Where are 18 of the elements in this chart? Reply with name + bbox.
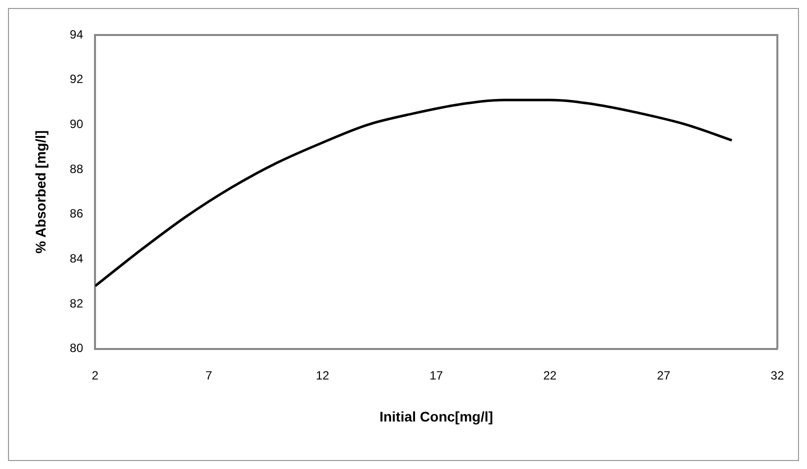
y-tick-label: 88 bbox=[70, 162, 84, 176]
x-tick-label: 7 bbox=[206, 368, 212, 382]
y-axis-title: % Absorbed [mg/l] bbox=[32, 130, 48, 254]
x-tick-label: 12 bbox=[316, 368, 330, 382]
y-tick-label: 92 bbox=[70, 72, 84, 86]
x-tick-label: 27 bbox=[656, 368, 671, 382]
x-tick-label: 17 bbox=[430, 368, 444, 382]
y-tick-label: 86 bbox=[70, 206, 84, 221]
y-tick-label: 82 bbox=[70, 296, 84, 310]
x-tick-label: 22 bbox=[543, 368, 557, 382]
y-tick-label: 90 bbox=[70, 116, 84, 131]
x-axis-title: Initial Conc[mg/l] bbox=[379, 408, 494, 424]
y-tick-label: 84 bbox=[70, 251, 84, 266]
x-tick-label: 2 bbox=[92, 368, 99, 382]
y-tick-label: 94 bbox=[70, 27, 84, 42]
y-tick-label: 80 bbox=[70, 341, 84, 356]
x-tick-label: 32 bbox=[770, 368, 784, 382]
line-series bbox=[95, 98, 734, 288]
